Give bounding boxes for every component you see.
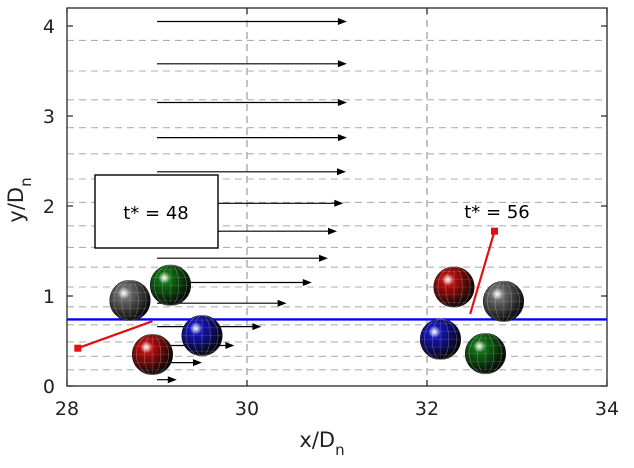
snapshot-label: t* = 56 bbox=[464, 202, 530, 223]
y-tick-label: 2 bbox=[43, 196, 55, 218]
particle-sphere bbox=[131, 333, 174, 376]
x-axis-label: x/Dn bbox=[299, 428, 344, 459]
velocity-arrow-head bbox=[337, 60, 347, 68]
particle-sphere bbox=[149, 264, 192, 306]
snapshot-0: t* = 48 bbox=[74, 174, 223, 376]
y-tick-label: 1 bbox=[43, 286, 55, 308]
x-tick-label: 32 bbox=[415, 398, 439, 420]
x-tick-label: 30 bbox=[235, 398, 259, 420]
velocity-arrow-head bbox=[328, 227, 337, 235]
velocity-arrow-head bbox=[337, 18, 347, 25]
velocity-arrow-head bbox=[277, 299, 287, 307]
snapshot-label-box bbox=[94, 174, 219, 249]
plot-frame bbox=[66, 7, 608, 387]
x-tick-label: 28 bbox=[55, 398, 79, 420]
trajectory-line bbox=[469, 230, 496, 315]
particle-sphere bbox=[482, 280, 525, 322]
axis-labels: x/Dn y/Dn bbox=[4, 177, 345, 459]
snapshot-label: t* = 48 bbox=[123, 203, 189, 224]
velocity-arrow-head bbox=[337, 168, 346, 176]
y-tick-label: 0 bbox=[43, 376, 55, 398]
velocity-arrow-head bbox=[337, 134, 347, 142]
snapshot-1: t* = 56 bbox=[419, 202, 530, 375]
particle-snapshots: t* = 48 t* = 56 bbox=[74, 174, 530, 376]
velocity-arrow-head bbox=[337, 99, 347, 106]
y-tick-label: 3 bbox=[43, 106, 55, 128]
particle-sphere bbox=[464, 333, 507, 375]
y-tick-label: 4 bbox=[43, 16, 55, 38]
velocity-arrow-head bbox=[334, 199, 344, 207]
axes-box bbox=[66, 7, 608, 387]
velocity-arrow-head bbox=[252, 323, 262, 331]
particle-sphere bbox=[419, 318, 462, 360]
velocity-arrow-head bbox=[193, 359, 202, 367]
x-tick-label: 34 bbox=[595, 398, 619, 420]
trajectory-marker bbox=[491, 227, 498, 235]
y-axis-label: y/Dn bbox=[4, 177, 35, 222]
particle-sphere bbox=[181, 315, 223, 357]
particle-sphere bbox=[109, 279, 151, 322]
velocity-arrow-head bbox=[319, 254, 328, 262]
velocity-arrow-head bbox=[167, 376, 177, 384]
trajectory-marker bbox=[74, 344, 82, 352]
velocity-arrow-head bbox=[225, 342, 235, 349]
particle-sphere bbox=[433, 266, 475, 308]
trajectory-line bbox=[77, 320, 153, 350]
velocity-arrow-head bbox=[302, 279, 312, 286]
